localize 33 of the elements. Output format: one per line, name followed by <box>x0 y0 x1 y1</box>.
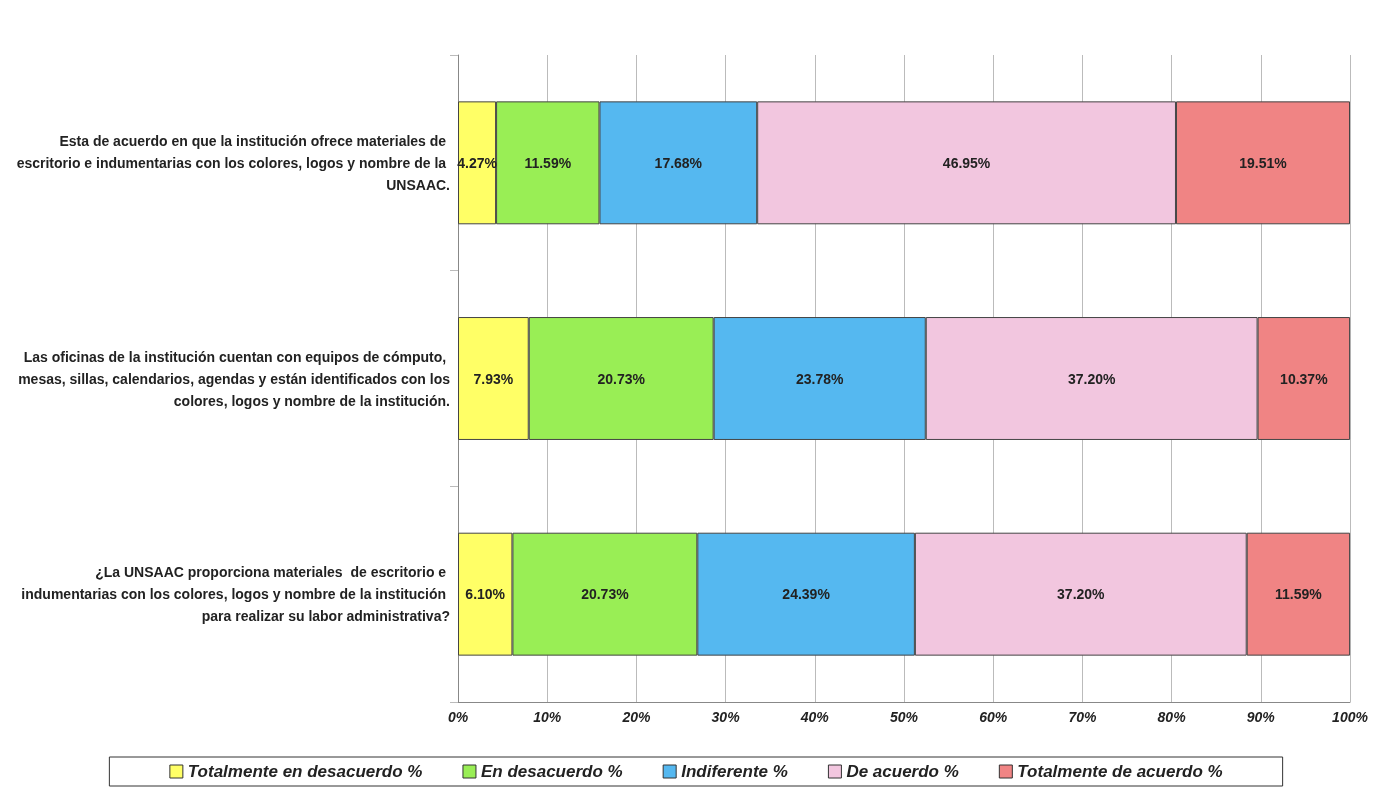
data-label: 24.39% <box>782 586 831 603</box>
legend-label: De acuerdo % <box>846 762 959 781</box>
x-tick-label: 50% <box>889 709 919 725</box>
data-label: 23.78% <box>795 370 844 387</box>
data-label: 37.20% <box>1057 586 1106 603</box>
legend-label: En desacuerdo % <box>480 762 623 781</box>
x-tick-label: 70% <box>1068 709 1097 725</box>
x-tick-label: 10% <box>533 709 562 725</box>
data-label: 11.59% <box>1275 586 1323 603</box>
data-label: 19.51% <box>1239 154 1288 171</box>
data-label: 20.73% <box>597 370 646 387</box>
x-tick-label: 0% <box>447 709 469 725</box>
x-tick-label: 60% <box>979 709 1008 725</box>
y-tick-label: ¿La UNSAAC proporciona materiales de escritorio e indumentarias con los colores, logos y nombre de la institución para realizar su labor administrativa? <box>21 564 450 625</box>
x-tick-label: 100% <box>1332 709 1369 725</box>
x-tick-label: 20% <box>621 709 651 725</box>
x-tick-label: 30% <box>711 709 741 725</box>
legend-label: Totalmente en desacuerdo % <box>187 762 423 781</box>
x-tick-label: 90% <box>1246 709 1276 725</box>
data-label: 10.37% <box>1280 370 1329 387</box>
data-label: 37.20% <box>1067 370 1116 387</box>
legend-label: Totalmente de acuerdo % <box>1017 762 1223 781</box>
y-tick-label: Esta de acuerdo en que la institución ofrece materiales de escritorio e indumentarias con los colores, logos y nombre de la UNSAAC. <box>16 132 450 193</box>
x-tick-label: 40% <box>799 709 830 725</box>
data-label: 11.59% <box>524 154 572 171</box>
data-label: 7.93% <box>473 370 514 387</box>
data-label: 46.95% <box>942 154 991 171</box>
x-tick-label: 80% <box>1157 709 1187 725</box>
y-tick-label: Las oficinas de la institución cuentan con equipos de cómputo, mesas, sillas, calendarios, agendas y están identificados con los colores, logos y nombre de la institución. <box>18 348 451 409</box>
data-label: 17.68% <box>654 154 703 171</box>
data-label: 20.73% <box>581 586 630 603</box>
legend-label: Indiferente % <box>681 762 788 781</box>
data-label: 6.10% <box>465 586 506 603</box>
